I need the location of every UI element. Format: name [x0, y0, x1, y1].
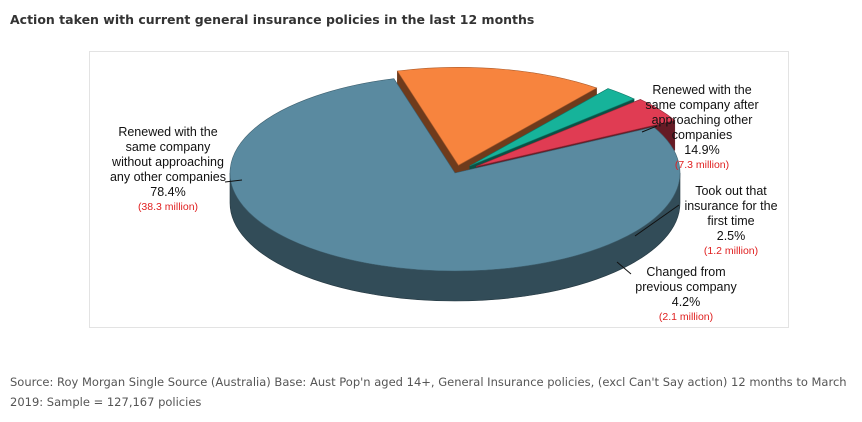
label-line-first-time: Took out that: [695, 184, 767, 198]
label-first-time: Took out that insurance for the first time…: [684, 184, 777, 243]
label-millions-renewed-after: (7.3 million): [675, 159, 729, 171]
label-percent-renewed-after: 14.9%: [684, 143, 719, 157]
slice-changed-top: [476, 99, 676, 167]
source-note: Source: Roy Morgan Single Source (Austra…: [10, 375, 847, 409]
label-line-changed: previous company: [635, 280, 737, 294]
label-percent-renewed-without: 78.4%: [150, 185, 185, 199]
label-renewed-without: Renewed with the same company without appr…: [110, 125, 226, 199]
leader-line-first-time: [634, 204, 680, 237]
label-percent-changed: 4.2%: [672, 295, 701, 309]
slice-first-time-top: [469, 88, 635, 167]
label-line-first-time: insurance for the: [684, 199, 777, 213]
label-millions-changed: (2.1 million): [659, 311, 713, 323]
label-millions-renewed-without: (38.3 million): [138, 201, 198, 213]
label-line-renewed-after: companies: [672, 128, 732, 142]
label-renewed-after: Renewed with the same company after approa…: [645, 83, 758, 157]
label-line-renewed-without: same company: [126, 140, 212, 154]
label-line-first-time: first time: [707, 214, 754, 228]
leader-line-renewed-after: [641, 125, 658, 133]
label-line-renewed-after: same company after: [645, 98, 758, 112]
leader-line-changed: [616, 261, 632, 275]
chart-title: Action taken with current general insura…: [10, 12, 535, 27]
slice-renewed-after-top: [396, 67, 598, 166]
label-millions-first-time: (1.2 million): [704, 245, 758, 257]
pie-chart: Renewed with the same company without appr…: [110, 67, 778, 323]
label-line-renewed-after: Renewed with the: [652, 83, 751, 97]
label-line-renewed-without: without approaching: [111, 155, 224, 169]
label-line-changed: Changed from: [646, 265, 725, 279]
label-line-renewed-after: approaching other: [652, 113, 753, 127]
label-percent-first-time: 2.5%: [717, 229, 746, 243]
slice-renewed-without-top: [229, 78, 681, 272]
chart-area: Renewed with the same company without appr…: [89, 51, 789, 328]
label-line-renewed-without: Renewed with the: [118, 125, 217, 139]
label-line-renewed-without: any other companies: [110, 170, 226, 184]
leader-line-renewed-without: [224, 179, 243, 183]
label-changed: Changed from previous company 4.2%: [635, 265, 737, 309]
